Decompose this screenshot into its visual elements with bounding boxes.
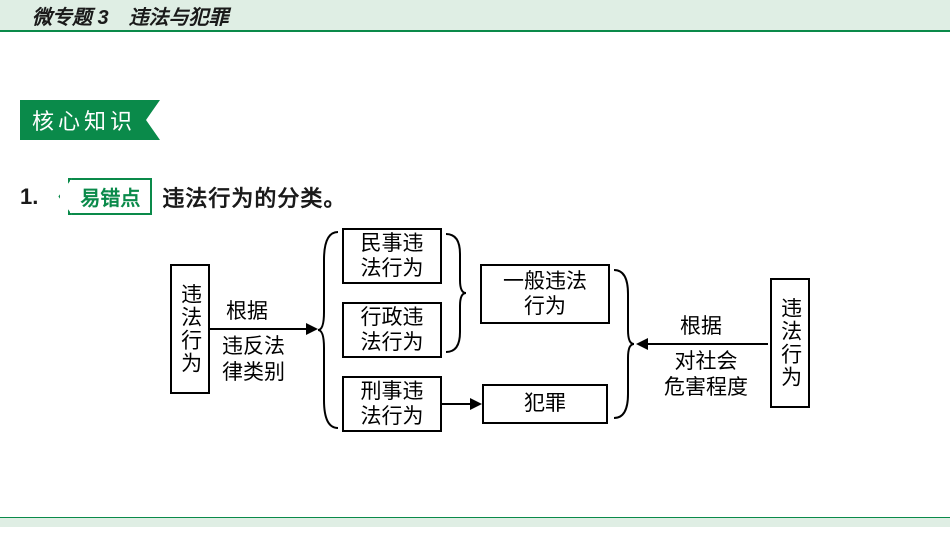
section-badge: 核心知识: [20, 100, 146, 140]
arrow-left: [210, 328, 306, 330]
node-general: 一般违法 行为: [480, 264, 610, 324]
label-basis-right-bottom: 对社会 危害程度: [664, 349, 748, 402]
arrow-crim-crime: [442, 403, 472, 405]
node-admin: 行政违 法行为: [342, 302, 442, 358]
node-root-right-label: 违法行为: [773, 289, 806, 397]
arrow-left-head: [306, 323, 318, 335]
arrow-right-head: [636, 338, 648, 350]
item-text: 违法行为的分类。: [162, 181, 346, 213]
item-number: 1.: [20, 184, 38, 210]
error-point-badge: 易错点: [68, 178, 152, 215]
header-bar: 微专题 3 违法与犯罪: [0, 0, 950, 32]
arrow-crim-crime-head: [470, 398, 482, 410]
node-root-left-label: 违法行为: [173, 275, 206, 383]
node-crime: 犯罪: [482, 384, 608, 424]
label-basis-right-top: 根据: [680, 314, 722, 340]
brace-left: [318, 230, 340, 430]
node-civil: 民事违 法行为: [342, 228, 442, 284]
label-basis-left-bottom: 违反法 律类别: [222, 334, 285, 387]
classification-diagram: 违法行为 根据 违反法 律类别 民事违 法行为 行政违 法行为 刑事违 法行为 …: [150, 220, 910, 460]
arrow-right: [648, 343, 768, 345]
brace-mid: [444, 232, 466, 354]
node-root-right: 违法行为: [770, 278, 810, 408]
node-crim: 刑事违 法行为: [342, 376, 442, 432]
page-title: 微专题 3 违法与犯罪: [32, 1, 229, 30]
label-basis-left-top: 根据: [226, 299, 268, 325]
brace-right: [612, 268, 634, 420]
node-root-left: 违法行为: [170, 264, 210, 394]
item-row: 1. 易错点 违法行为的分类。: [20, 178, 346, 215]
footer-bar: [0, 517, 950, 527]
